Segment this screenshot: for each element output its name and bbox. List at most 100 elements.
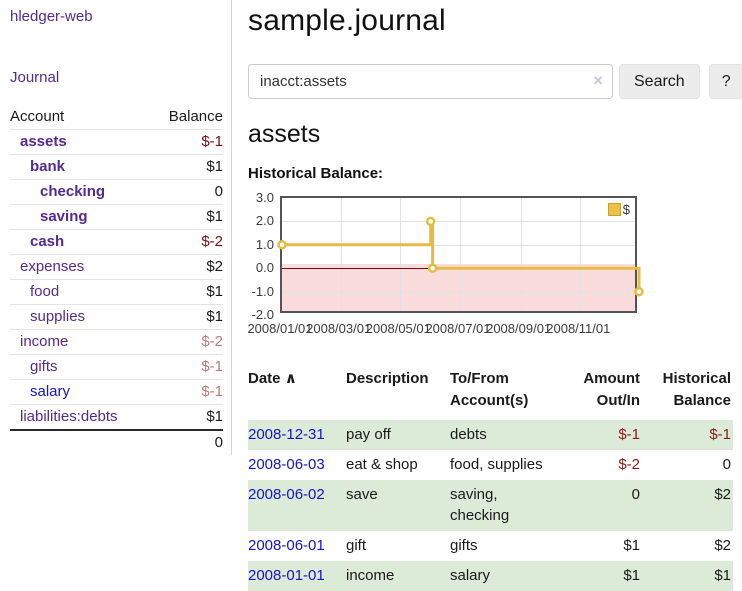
chart-x-tick-label: 2008/07/01 <box>425 321 491 336</box>
chart-grid-line <box>400 198 402 311</box>
account-row: salary $-1 <box>10 379 223 405</box>
app-brand-link[interactable]: hledger-web <box>10 8 93 25</box>
register-date-cell: 2008-01-01 <box>248 560 346 591</box>
account-link[interactable]: gifts <box>30 358 58 375</box>
account-link[interactable]: saving <box>40 208 88 225</box>
transaction-date-link[interactable]: 2008-12-31 <box>248 425 325 443</box>
account-balance: $1 <box>151 304 223 330</box>
account-row: checking 0 <box>10 179 223 205</box>
account-link[interactable]: income <box>20 333 69 350</box>
account-balance: $1 <box>151 279 223 305</box>
transaction-date-link[interactable]: 2008-01-01 <box>248 566 325 584</box>
register-amount-cell: $1 <box>623 536 640 554</box>
account-link[interactable]: salary <box>30 383 71 400</box>
search-button[interactable]: Search <box>619 64 700 99</box>
search-input-wrapper: × <box>248 64 613 99</box>
account-link[interactable]: expenses <box>20 258 85 275</box>
account-balance: $-2 <box>151 229 223 255</box>
chart-point-marker <box>277 240 287 250</box>
account-link[interactable]: bank <box>30 158 66 175</box>
register-header-date[interactable]: Date ∧ <box>248 366 346 420</box>
table-row: 2008-01-01 income salary $1 $1 <box>248 560 733 591</box>
chart-grid-line <box>460 198 461 311</box>
account-balance: $2 <box>151 254 223 280</box>
register-description-cell: income <box>346 560 450 591</box>
register-date-cell: 2008-06-03 <box>248 450 346 480</box>
accounts-total-row: 0 <box>10 429 223 455</box>
account-cell: checking <box>10 179 152 205</box>
account-link[interactable]: food <box>30 283 60 300</box>
account-row: bank $1 <box>10 154 223 180</box>
account-balance: $1 <box>151 154 223 180</box>
clear-search-icon[interactable]: × <box>593 71 603 90</box>
chart-x-tick-label: 2008/09/01 <box>486 321 552 336</box>
register-balance-cell: $1 <box>642 560 733 591</box>
register-amount-cell: $1 <box>560 560 642 591</box>
sort-ascending-icon: ∧ <box>284 370 297 387</box>
accounts-header-row: Account Balance <box>10 105 223 130</box>
account-link[interactable]: supplies <box>30 308 86 325</box>
register-table: Date ∧ Description To/From Account(s) Am… <box>248 366 733 591</box>
account-balance: $1 <box>151 404 223 431</box>
chart-y-tick-label: -1.0 <box>251 283 274 299</box>
nav-journal-link[interactable]: Journal <box>10 69 60 86</box>
account-balance: $-1 <box>151 354 223 380</box>
register-date-cell: 2008-12-31 <box>248 419 346 450</box>
chart-x-tick-label: 2008/05/01 <box>365 321 431 336</box>
register-amount-cell: $-2 <box>618 455 640 473</box>
main-content: sample.journal × Search ? assets Histori… <box>232 0 742 591</box>
table-row: 2008-06-01 gift gifts $1 $2 <box>248 531 733 561</box>
account-cell: income <box>10 329 152 355</box>
account-cell: salary <box>10 379 152 405</box>
register-accounts-cell: gifts <box>450 536 478 554</box>
register-accounts-cell: debts <box>450 419 560 450</box>
transaction-date-link[interactable]: 2008-06-02 <box>248 485 325 503</box>
help-button[interactable]: ? <box>708 64 742 99</box>
register-description-cell: gift <box>346 536 367 554</box>
chart-point-marker <box>425 216 436 227</box>
chart-grid-line <box>340 198 342 311</box>
accounts-header-account: Account <box>10 105 152 130</box>
account-cell: liabilities:debts <box>10 404 152 431</box>
account-row: food $1 <box>10 279 223 305</box>
account-link[interactable]: checking <box>40 183 106 200</box>
chart-grid-line <box>520 198 522 311</box>
chart-legend: $ <box>605 201 632 218</box>
account-balance: $-1 <box>151 379 223 405</box>
accounts-table: Account Balance assets $-1 bank $1 checking 0… <box>10 105 223 455</box>
register-header-date-label: Date <box>248 370 281 387</box>
table-row: 2008-12-31 pay off debts $-1 $-1 <box>248 419 733 450</box>
account-row: supplies $1 <box>10 304 223 330</box>
account-cell: gifts <box>10 354 152 380</box>
register-description-cell: eat & shop <box>346 455 418 473</box>
account-row: liabilities:debts $1 <box>10 404 223 431</box>
register-balance-cell: $2 <box>714 536 731 554</box>
accounts-header-balance: Balance <box>151 105 223 130</box>
search-input[interactable] <box>248 64 613 99</box>
transaction-date-link[interactable]: 2008-06-03 <box>248 455 325 473</box>
account-link[interactable]: liabilities:debts <box>20 408 118 425</box>
chart-title: Historical Balance: <box>248 165 384 182</box>
accounts-total-spacer <box>10 429 152 455</box>
account-link[interactable]: assets <box>20 133 67 150</box>
page-title: sample.journal <box>248 4 446 37</box>
sidebar: hledger-web Journal Account Balance asse… <box>0 0 232 455</box>
chart-point-marker <box>634 286 644 297</box>
chart-x-tick-label: 2008/11/01 <box>546 321 611 336</box>
account-link[interactable]: cash <box>30 233 65 250</box>
register-header-amount: Amount Out/In <box>583 370 640 409</box>
account-row: assets $-1 <box>10 129 223 155</box>
chart-y-tick-label: 0.0 <box>255 260 274 276</box>
table-row: 2008-06-02 save saving, checking 0 $2 <box>248 479 733 531</box>
register-amount-cell: $-1 <box>560 419 642 450</box>
account-balance: $-2 <box>151 329 223 355</box>
historical-balance-chart: $3.0 2.0 1.0 0.0 -1.0 -2.0 2008/01/01 2008/03/0… <box>247 191 742 344</box>
account-row: income $-2 <box>10 329 223 355</box>
chart-grid-line <box>282 244 635 246</box>
register-date-cell: 2008-06-01 <box>248 531 346 561</box>
chart-grid-line <box>282 221 635 223</box>
transaction-date-link[interactable]: 2008-06-01 <box>248 536 325 554</box>
account-cell: supplies <box>10 304 152 330</box>
register-header-row: Date ∧ Description To/From Account(s) Am… <box>248 366 733 420</box>
account-row: gifts $-1 <box>10 354 223 380</box>
